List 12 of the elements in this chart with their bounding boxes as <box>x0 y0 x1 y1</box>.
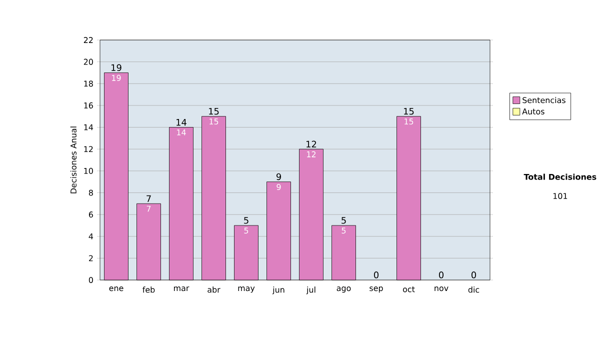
total-label: 12 <box>306 140 316 148</box>
total-label: 7 <box>146 195 151 202</box>
total-label: 19 <box>112 64 122 72</box>
total-label: 0 <box>471 272 476 278</box>
total-label: 0 <box>374 272 379 278</box>
total-label: 14 <box>176 119 186 126</box>
total-label: 15 <box>209 108 219 115</box>
total-label: 5 <box>342 217 346 224</box>
total-label: 0 <box>438 272 444 278</box>
total-label: 15 <box>404 108 414 115</box>
total-label: 9 <box>276 173 281 180</box>
total-label: 5 <box>244 217 248 224</box>
